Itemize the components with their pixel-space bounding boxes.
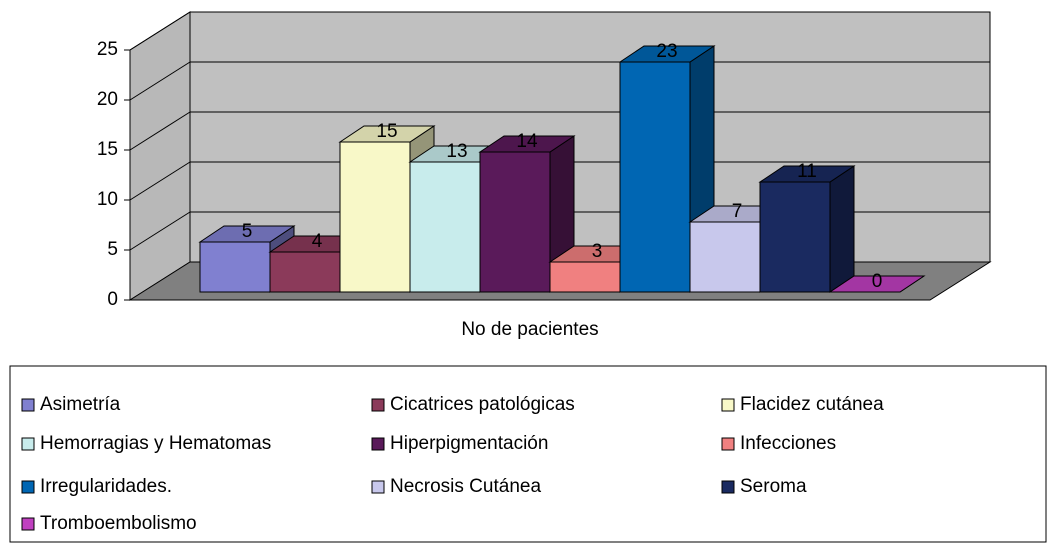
y-tick-label: 10 (97, 189, 118, 210)
legend-label: Necrosis Cutánea (390, 476, 541, 497)
bar-front (409, 161, 481, 293)
grid-line (129, 211, 191, 251)
legend-label: Irregularidades. (40, 476, 172, 497)
y-tick-label: 5 (107, 239, 118, 260)
legend-swatch (371, 398, 385, 412)
y-tick-label: 15 (97, 139, 118, 160)
value-label: 23 (656, 41, 677, 62)
legend-swatch (21, 437, 35, 451)
side-wall (129, 11, 191, 301)
legend-label: Infecciones (740, 433, 836, 454)
legend-box (9, 365, 1047, 543)
bar-front (549, 261, 621, 293)
legend-swatch (371, 480, 385, 494)
y-tick-label: 0 (107, 289, 118, 310)
legend-label: Seroma (740, 476, 807, 497)
bar-top (478, 135, 576, 153)
legend-label: Asimetría (40, 394, 121, 415)
legend-swatch (21, 398, 35, 412)
value-label: 15 (376, 121, 397, 142)
bar-front (689, 221, 761, 293)
legend-swatch (371, 437, 385, 451)
value-label: 5 (242, 221, 253, 242)
legend-label: Cicatrices patológicas (390, 394, 575, 415)
bar-front (479, 151, 551, 293)
bar-top (758, 165, 856, 183)
value-label: 3 (592, 241, 603, 262)
legend-swatch (721, 480, 735, 494)
bar (758, 165, 856, 293)
value-label: 7 (732, 201, 743, 222)
bar-front (619, 61, 691, 293)
back-wall (189, 11, 991, 263)
bar-top (618, 45, 716, 63)
legend-swatch (21, 480, 35, 494)
bar-top (828, 275, 926, 293)
y-tick-label: 20 (97, 89, 118, 110)
bar (618, 45, 716, 293)
legend-label: Flacidez cutánea (740, 394, 884, 415)
bar-front (339, 141, 411, 293)
legend-label: Hiperpigmentación (390, 433, 548, 454)
y-tick-label: 25 (97, 39, 118, 60)
grid-line (129, 11, 191, 51)
value-label: 14 (516, 131, 538, 152)
bar-side (829, 165, 855, 293)
legend-swatch (21, 517, 35, 531)
legend-label: Tromboembolismo (40, 513, 197, 534)
value-label: 13 (446, 141, 467, 162)
grid-line (129, 161, 191, 201)
bar-top (338, 125, 436, 143)
bar-front (199, 241, 271, 293)
legend-swatch (721, 398, 735, 412)
value-label: 4 (312, 231, 323, 252)
x-tick-label: No de pacientes (461, 319, 598, 340)
bar-front (269, 251, 341, 293)
legend-swatch (721, 437, 735, 451)
legend-label: Hemorragias y Hematomas (40, 433, 271, 454)
bar-front (759, 181, 831, 293)
value-label: 11 (797, 161, 817, 182)
value-label: 0 (872, 271, 883, 292)
bar-top (198, 225, 296, 243)
bar (828, 275, 926, 293)
grid-line (129, 111, 191, 151)
grid-line (129, 61, 191, 101)
